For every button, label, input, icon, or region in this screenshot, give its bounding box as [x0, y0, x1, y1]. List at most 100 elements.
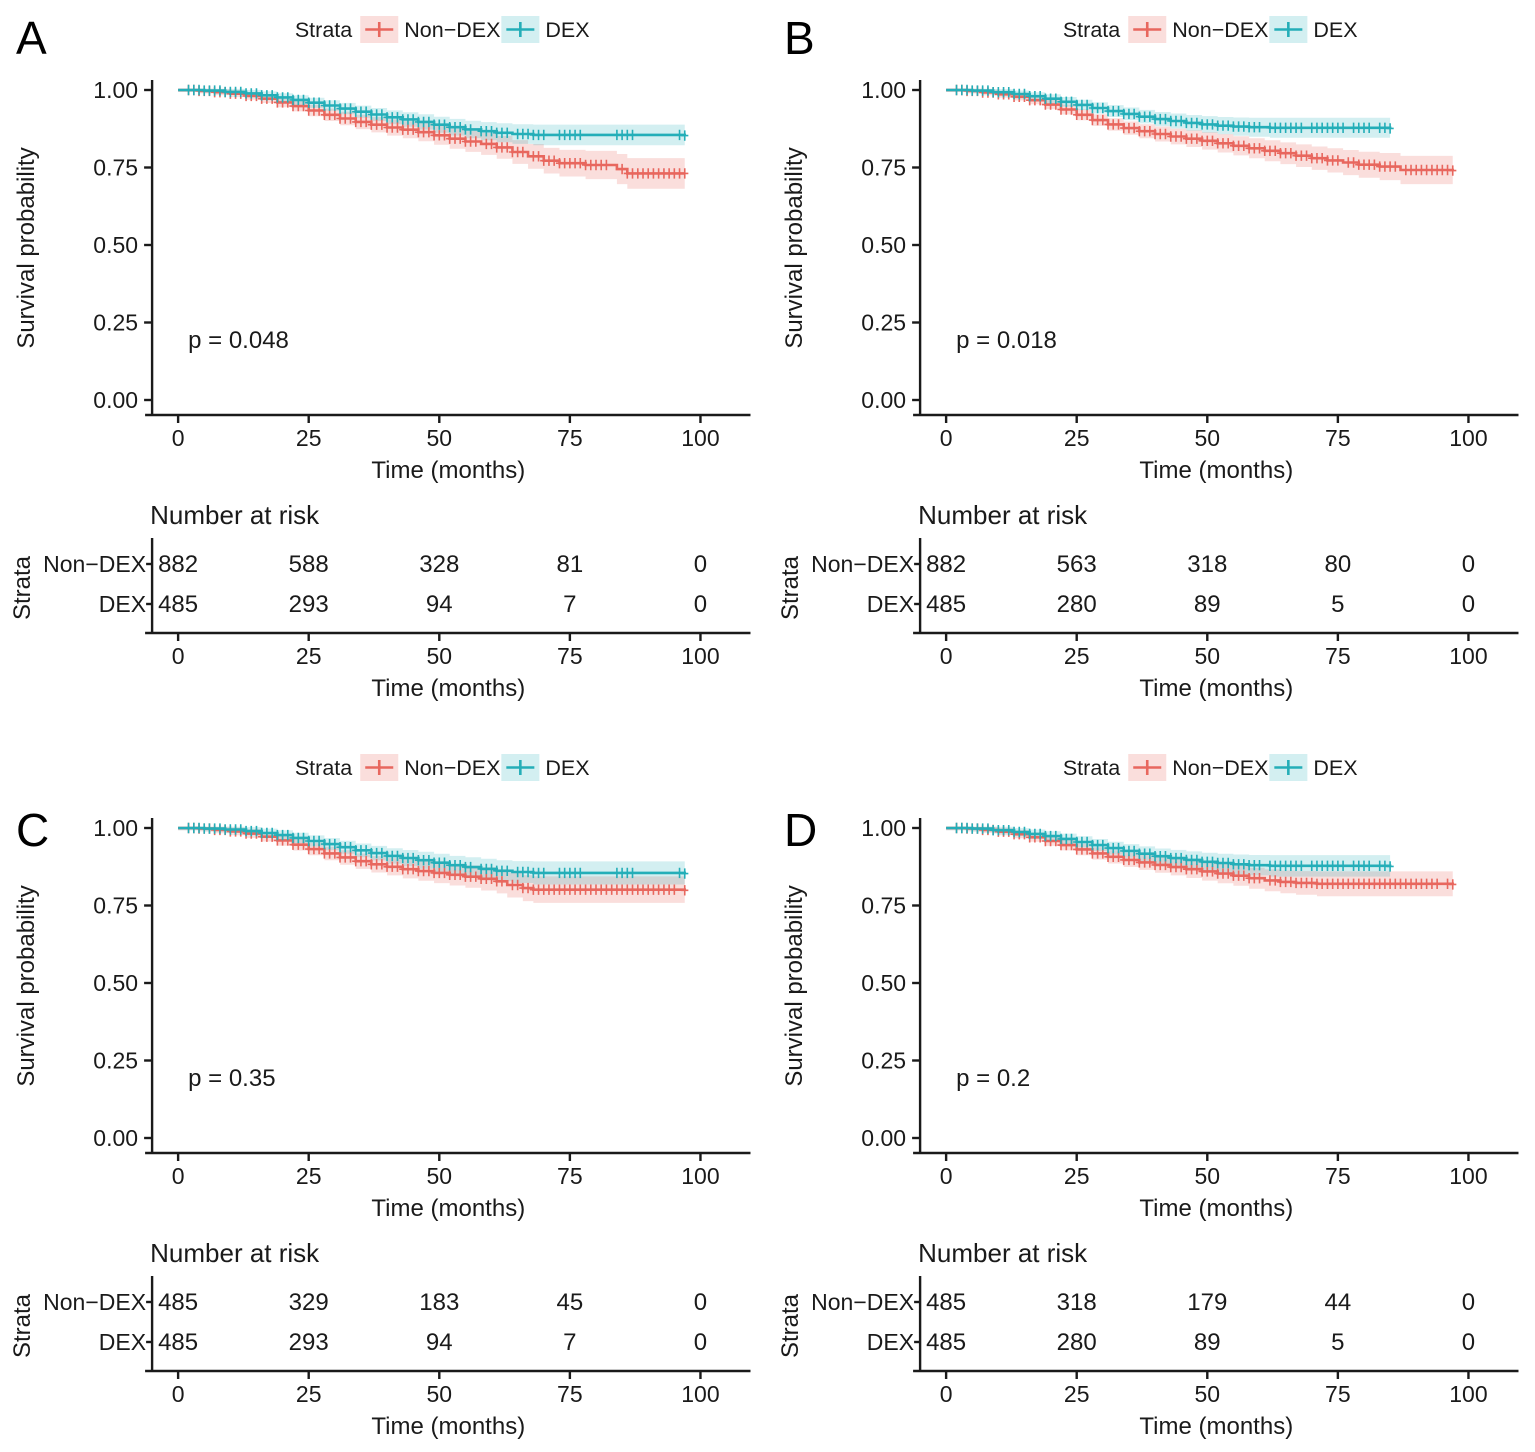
risk-count: 7	[563, 591, 576, 618]
risk-count: 485	[158, 591, 198, 618]
confidence-band-non_dex	[178, 88, 685, 191]
risk-row-label: DEX	[866, 1329, 913, 1355]
risk-row-label: Non−DEX	[43, 1289, 146, 1315]
risk-x-tick-label: 50	[1194, 643, 1220, 669]
risk-count: 0	[694, 551, 707, 578]
x-tick-label: 50	[1194, 1163, 1220, 1189]
risk-table-axes	[912, 1276, 1518, 1373]
x-tick-label: 100	[681, 425, 719, 451]
legend-glyph-icon	[1273, 22, 1302, 37]
y-tick-label: 0.00	[861, 1125, 906, 1151]
p-value: p = 0.018	[956, 327, 1057, 354]
x-tick-label: 100	[681, 1163, 719, 1189]
y-tick-label: 1.00	[861, 77, 906, 103]
risk-x-axis-title: Time (months)	[1139, 1413, 1293, 1440]
y-tick-label: 0.25	[93, 310, 138, 336]
panel-letter: A	[16, 12, 47, 64]
legend-label: Non−DEX	[404, 756, 500, 780]
x-tick-label: 50	[426, 1163, 452, 1189]
risk-count: 485	[158, 1329, 198, 1356]
x-tick-label: 100	[1449, 1163, 1487, 1189]
y-tick-label: 0.75	[93, 893, 138, 919]
panel-C: C Strata Non−DEX DEX 1.00 0.75 0.50 0.25 0.00 0 25…	[0, 726, 768, 1452]
risk-x-tick-label: 50	[1194, 1381, 1220, 1407]
x-tick-label: 0	[172, 425, 185, 451]
legend-glyph-icon	[365, 760, 394, 775]
risk-x-tick-label: 100	[681, 1381, 719, 1407]
risk-row-label: DEX	[99, 591, 146, 617]
confidence-band-non_dex	[178, 826, 685, 909]
risk-count: 563	[1056, 551, 1096, 578]
legend-label: Non−DEX	[1172, 18, 1268, 42]
x-tick-label: 0	[939, 425, 952, 451]
p-value: p = 0.048	[188, 327, 289, 354]
y-axis-title: Survival probability	[13, 885, 40, 1086]
risk-x-axis-title: Time (months)	[1139, 675, 1293, 702]
x-tick-label: 75	[1325, 1163, 1351, 1189]
x-axis-title: Time (months)	[1139, 1195, 1293, 1222]
risk-count: 89	[1193, 1329, 1220, 1356]
risk-x-tick-label: 100	[1449, 643, 1487, 669]
panel-letter: D	[784, 804, 817, 856]
risk-row-label: DEX	[99, 1329, 146, 1355]
x-tick-label: 25	[1063, 1163, 1089, 1189]
risk-count: 179	[1187, 1289, 1227, 1316]
y-tick-label: 0.25	[861, 310, 906, 336]
risk-count: 0	[1461, 1289, 1474, 1316]
risk-count: 0	[1461, 551, 1474, 578]
censor-marks-dex	[184, 84, 689, 141]
y-tick-label: 1.00	[861, 815, 906, 841]
x-tick-label: 0	[939, 1163, 952, 1189]
risk-x-axis-title: Time (months)	[371, 675, 525, 702]
panel-letter: C	[16, 804, 49, 856]
risk-x-tick-label: 25	[296, 643, 322, 669]
risk-table-title: Number at risk	[150, 500, 320, 530]
risk-row-label: Non−DEX	[811, 551, 914, 577]
risk-count: 0	[1461, 591, 1474, 618]
legend-label: DEX	[545, 18, 589, 42]
legend-glyph-icon	[1273, 760, 1302, 775]
y-tick-label: 0.00	[93, 387, 138, 413]
risk-count: 0	[694, 591, 707, 618]
risk-count: 280	[1056, 1329, 1096, 1356]
x-tick-label: 75	[1325, 425, 1351, 451]
y-tick-label: 0.50	[93, 232, 138, 258]
risk-x-tick-label: 50	[426, 643, 452, 669]
x-tick-label: 25	[296, 1163, 322, 1189]
y-tick-label: 0.50	[861, 970, 906, 996]
risk-row-label: Non−DEX	[811, 1289, 914, 1315]
risk-table-title: Number at risk	[918, 1238, 1088, 1268]
censor-marks-dex	[184, 822, 689, 879]
risk-x-tick-label: 75	[557, 1381, 583, 1407]
y-tick-label: 0.00	[93, 1125, 138, 1151]
x-tick-label: 25	[296, 425, 322, 451]
legend-label: Non−DEX	[1172, 756, 1268, 780]
x-tick-label: 75	[557, 1163, 583, 1189]
y-axis-title: Survival probability	[781, 147, 808, 348]
x-tick-label: 0	[172, 1163, 185, 1189]
risk-x-tick-label: 25	[1063, 1381, 1089, 1407]
km-plot-B: B Strata Non−DEX DEX 1.00 0.75 0.50 0.25 0.00 0 25…	[777, 12, 1518, 702]
x-axis-title: Time (months)	[1139, 457, 1293, 484]
risk-count: 89	[1193, 591, 1220, 618]
x-tick-label: 100	[1449, 425, 1487, 451]
legend-glyph-icon	[365, 22, 394, 37]
x-tick-label: 50	[1194, 425, 1220, 451]
km-plot-C: C Strata Non−DEX DEX 1.00 0.75 0.50 0.25 0.00 0 25…	[9, 754, 751, 1440]
risk-count: 80	[1324, 551, 1351, 578]
x-tick-label: 25	[1063, 425, 1089, 451]
legend-glyph-icon	[506, 22, 535, 37]
y-tick-label: 0.25	[93, 1048, 138, 1074]
risk-x-tick-label: 75	[1325, 1381, 1351, 1407]
legend-label: DEX	[1313, 756, 1357, 780]
risk-x-tick-label: 25	[1063, 643, 1089, 669]
risk-count: 882	[926, 551, 966, 578]
km-plot-A: A Strata Non−DEX DEX 1.00 0.75 0.50 0.25 0.00 0 25…	[9, 12, 751, 702]
panel-A: A Strata Non−DEX DEX 1.00 0.75 0.50 0.25 0.00 0 25…	[0, 0, 768, 726]
y-axis-title: Survival probability	[13, 147, 40, 348]
y-tick-label: 0.75	[861, 893, 906, 919]
risk-count: 882	[158, 551, 198, 578]
y-tick-label: 1.00	[93, 815, 138, 841]
risk-count: 81	[557, 551, 584, 578]
